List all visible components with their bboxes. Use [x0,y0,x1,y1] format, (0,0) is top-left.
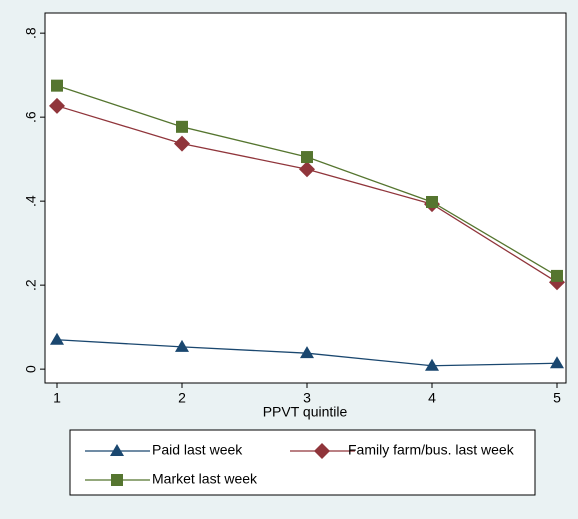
legend-label: Paid last week [152,442,243,458]
plot-area [44,12,567,384]
marker-triangle [175,339,189,352]
y-tick-label: 0 [23,365,39,373]
y-tick-label: .2 [23,279,39,291]
y-tick-label: .4 [23,195,39,207]
y-tick-label: .6 [23,111,39,123]
marker-square [176,120,188,133]
marker-diamond [174,135,190,152]
legend-label: Family farm/bus. last week [348,442,515,458]
marker-triangle [300,346,314,359]
marker-diamond [299,161,315,178]
marker-triangle [425,358,439,371]
x-tick-label: 4 [428,390,436,406]
marker-triangle [550,356,564,369]
y-tick-label: .8 [23,27,39,39]
marker-square [301,151,313,164]
x-axis-label: PPVT quintile [263,404,348,420]
legend-key-marker [110,444,124,456]
x-tick-label: 2 [178,390,186,406]
marker-square [551,269,563,282]
marker-diamond [49,97,65,114]
legend-key-marker [111,474,123,486]
x-tick-label: 3 [303,390,311,406]
x-tick-label: 5 [553,390,561,406]
marker-square [426,195,438,208]
marker-triangle [50,332,64,345]
legend-key-marker [314,443,330,459]
legend-label: Market last week [152,471,258,487]
x-tick-label: 1 [53,390,61,406]
marker-square [51,79,63,92]
legend [69,429,536,496]
